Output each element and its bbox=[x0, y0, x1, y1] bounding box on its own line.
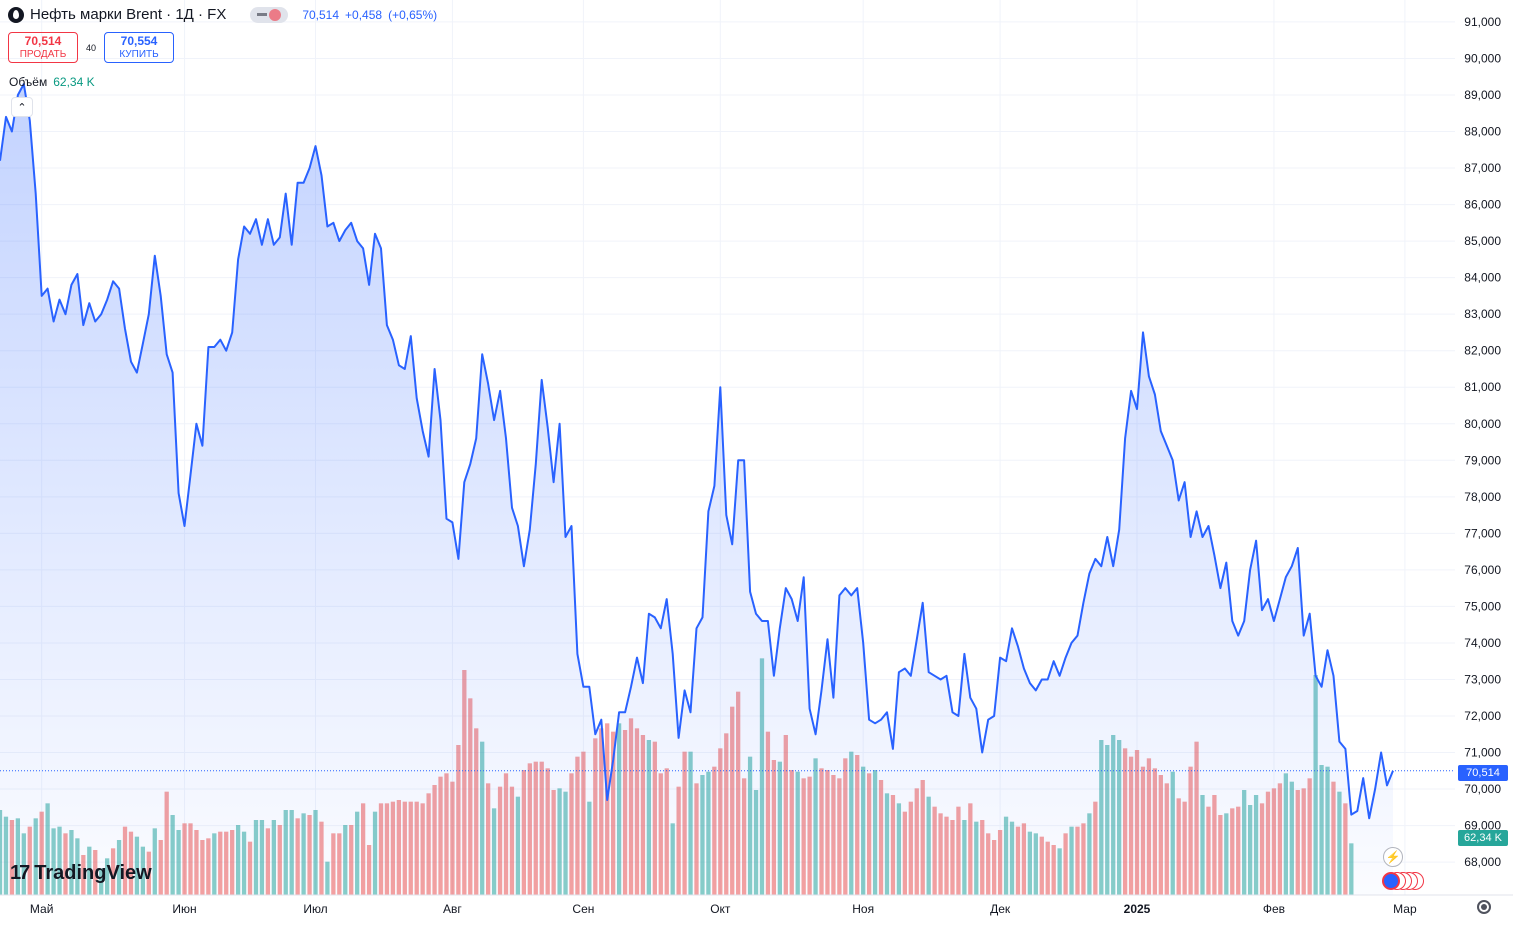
y-tick-label: 76,000 bbox=[1464, 563, 1501, 577]
buy-price: 70,554 bbox=[120, 33, 158, 48]
last-volume-label: 62,34 K bbox=[1458, 830, 1508, 846]
y-tick-label: 81,000 bbox=[1464, 380, 1501, 394]
tradingview-logo-icon: 17 bbox=[10, 862, 30, 884]
sell-button[interactable]: 70,514 ПРОДАТЬ bbox=[8, 32, 78, 63]
x-tick-label: Июл bbox=[303, 902, 327, 916]
settings-gear-icon[interactable] bbox=[1477, 900, 1491, 914]
y-tick-label: 78,000 bbox=[1464, 490, 1501, 504]
lightning-icon[interactable]: ⚡ bbox=[1383, 847, 1403, 867]
collapse-legend-button[interactable]: ⌃ bbox=[11, 97, 33, 117]
price-area-fill bbox=[0, 84, 1393, 895]
y-tick-label: 91,000 bbox=[1464, 15, 1501, 29]
x-tick-label: Окт bbox=[710, 902, 731, 916]
x-tick-label: Сен bbox=[572, 902, 594, 916]
time-axis: Май Июн Июл Авг Сен Окт Ноя Дек 2025 Фев Мар bbox=[0, 894, 1513, 916]
last-price: 70,514 bbox=[302, 7, 340, 22]
volume-value: 62,34 K bbox=[53, 75, 95, 89]
x-tick-label: Авг bbox=[443, 902, 462, 916]
x-tick-label: Май bbox=[30, 902, 54, 916]
price-change: +0,458 bbox=[345, 7, 383, 22]
y-tick-label: 87,000 bbox=[1464, 161, 1501, 175]
buy-label: КУПИТЬ bbox=[119, 48, 159, 60]
y-tick-label: 84,000 bbox=[1464, 271, 1501, 285]
volume-legend[interactable]: Объём 62,34 K bbox=[9, 75, 95, 89]
y-tick-label: 83,000 bbox=[1464, 307, 1501, 321]
economic-events-icon[interactable] bbox=[1382, 872, 1428, 892]
price-line bbox=[0, 83, 1394, 820]
price-axis: 68,000 69,000 70,000 71,000 72,000 73,000 74,0… bbox=[1464, 15, 1501, 869]
sell-label: ПРОДАТЬ bbox=[19, 48, 67, 60]
y-tick-label: 89,000 bbox=[1464, 88, 1501, 102]
y-tick-label: 79,000 bbox=[1464, 453, 1501, 467]
y-tick-label: 86,000 bbox=[1464, 198, 1501, 212]
y-tick-label: 88,000 bbox=[1464, 125, 1501, 139]
x-tick-label: Июн bbox=[172, 902, 196, 916]
y-tick-label: 70,000 bbox=[1464, 782, 1501, 796]
trade-panel: 70,514 ПРОДАТЬ 40 70,554 КУПИТЬ bbox=[8, 32, 175, 63]
y-tick-label: 75,000 bbox=[1464, 599, 1501, 613]
buy-button[interactable]: 70,554 КУПИТЬ bbox=[104, 32, 175, 63]
y-tick-label: 71,000 bbox=[1464, 746, 1501, 760]
y-tick-label: 77,000 bbox=[1464, 526, 1501, 540]
chevron-up-icon: ⌃ bbox=[17, 101, 27, 114]
x-tick-label: Фев bbox=[1263, 902, 1285, 916]
spread-value: 40 bbox=[86, 42, 97, 53]
chart-header: Нефть марки Brent · 1Д · FX 70,514 +0,458… bbox=[8, 6, 443, 23]
oil-drop-icon bbox=[8, 6, 24, 23]
price-area bbox=[0, 83, 1455, 895]
x-tick-label: Мар bbox=[1393, 902, 1417, 916]
y-tick-label: 85,000 bbox=[1464, 234, 1501, 248]
y-tick-label: 68,000 bbox=[1464, 855, 1501, 869]
logo-text: TradingView bbox=[34, 862, 152, 884]
last-price-label: 70,514 bbox=[1458, 765, 1508, 781]
quote-summary: 70,514 +0,458 (+0,65%) bbox=[302, 8, 443, 22]
x-tick-label: Дек bbox=[990, 902, 1011, 916]
y-tick-label: 73,000 bbox=[1464, 672, 1501, 686]
x-tick-label: 2025 bbox=[1124, 902, 1151, 916]
tradingview-logo[interactable]: 17 TradingView bbox=[10, 862, 152, 885]
market-status-icon[interactable] bbox=[250, 6, 289, 23]
volume-label: Объём bbox=[9, 75, 48, 89]
y-tick-label: 74,000 bbox=[1464, 636, 1501, 650]
x-tick-label: Ноя bbox=[852, 902, 874, 916]
symbol-title[interactable]: Нефть марки Brent · 1Д · FX bbox=[30, 6, 227, 23]
y-tick-label: 80,000 bbox=[1464, 417, 1501, 431]
price-change-pct: (+0,65%) bbox=[388, 7, 438, 22]
y-tick-label: 82,000 bbox=[1464, 344, 1501, 358]
y-tick-label: 90,000 bbox=[1464, 51, 1501, 65]
y-tick-label: 69,000 bbox=[1464, 819, 1501, 833]
y-tick-label: 72,000 bbox=[1464, 709, 1501, 723]
sell-price: 70,514 bbox=[24, 33, 62, 48]
